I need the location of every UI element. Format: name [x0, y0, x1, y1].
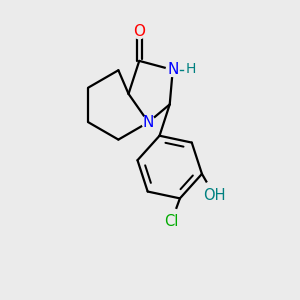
Circle shape — [200, 181, 229, 209]
Circle shape — [132, 24, 146, 39]
Circle shape — [166, 63, 179, 76]
Text: O: O — [133, 24, 145, 39]
Text: Cl: Cl — [164, 214, 178, 229]
Text: N: N — [167, 62, 178, 77]
Text: OH: OH — [203, 188, 226, 203]
Circle shape — [159, 209, 184, 235]
Text: N: N — [143, 115, 154, 130]
Text: H: H — [186, 62, 196, 76]
Circle shape — [142, 116, 155, 129]
